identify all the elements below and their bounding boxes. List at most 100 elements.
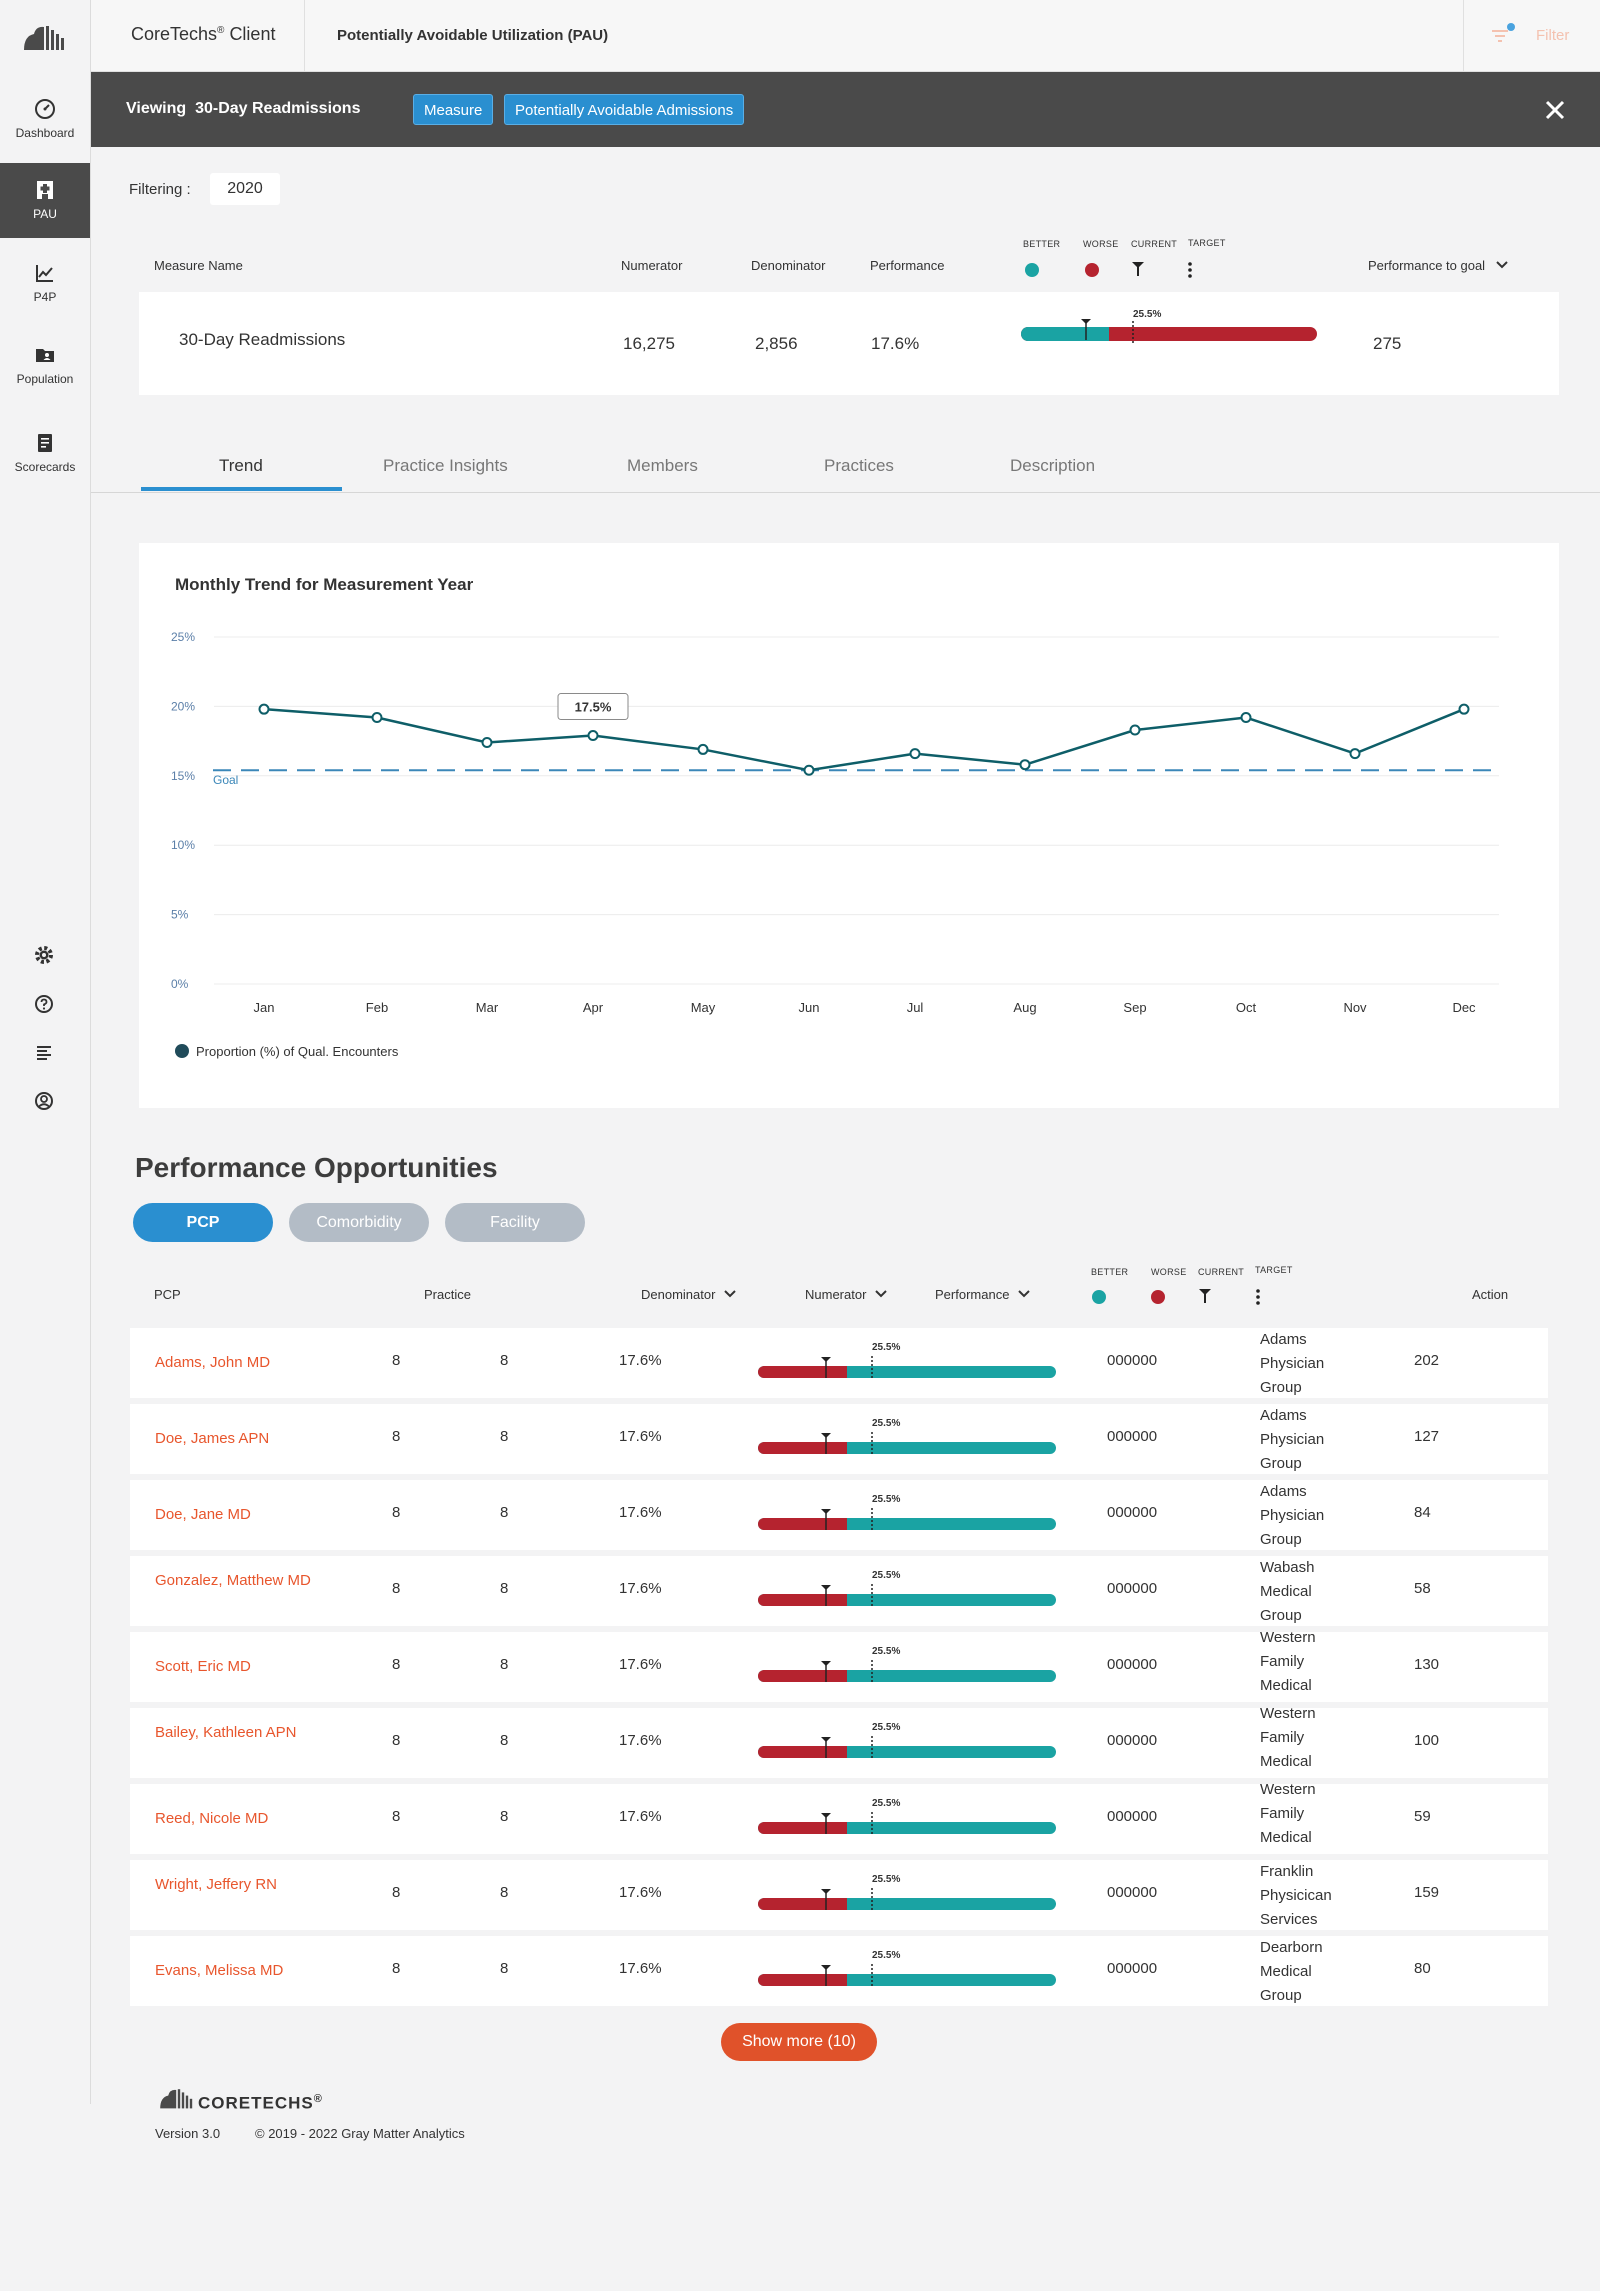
table-row[interactable]: Wright, Jeffery RN 8 8 17.6% 25.5% 000000 Fran…: [130, 1860, 1548, 1930]
close-icon[interactable]: [1541, 96, 1569, 124]
pcp-name-link[interactable]: Scott, Eric MD: [155, 1658, 251, 1675]
pill-facility[interactable]: Facility: [445, 1203, 585, 1242]
pcp-name-link[interactable]: Reed, Nicole MD: [155, 1810, 269, 1827]
table-row[interactable]: Doe, Jane MD 8 8 17.6% 25.5% 000000 Adams Phys…: [130, 1480, 1548, 1550]
sidebar-item-population[interactable]: Population: [0, 344, 90, 394]
pcp-name-link[interactable]: Adams, John MD: [155, 1354, 271, 1371]
tab-practice-insights[interactable]: Practice Insights: [383, 456, 508, 475]
table-row[interactable]: Reed, Nicole MD 8 8 17.6% 25.5% 000000 Western…: [130, 1781, 1548, 1854]
denominator-sort[interactable]: Denominator: [641, 1287, 737, 1302]
measure-row[interactable]: 30-Day Readmissions 16,275 2,856 17.6% 2…: [139, 292, 1559, 395]
row-value-a: 8: [392, 1884, 401, 1901]
list-icon[interactable]: [33, 1042, 55, 1064]
tab-members[interactable]: Members: [627, 456, 698, 475]
row-value-a: 8: [392, 1656, 401, 1673]
pcp-name-link[interactable]: Bailey, Kathleen APN: [155, 1724, 297, 1741]
sidebar-item-dashboard[interactable]: Dashboard: [0, 98, 90, 148]
row-performance-bar: 25.5%: [758, 1570, 1056, 1608]
x-tick-label: Nov: [1343, 1000, 1367, 1015]
table-row[interactable]: Doe, James APN 8 8 17.6% 25.5% 000000 Adams Ph…: [130, 1404, 1548, 1474]
show-more-button[interactable]: Show more (10): [721, 2023, 877, 2061]
row-target-label: 25.5%: [872, 1494, 900, 1505]
footer-version: Version 3.0: [155, 2126, 221, 2141]
data-point: [1458, 703, 1470, 715]
sidebar: Dashboard PAU P4P Population Scorecards: [0, 0, 91, 2104]
tab-practices[interactable]: Practices: [824, 456, 894, 475]
row-code: 000000: [1107, 1808, 1158, 1825]
potentially-avoidable-admissions-chip[interactable]: Potentially Avoidable Admissions: [504, 94, 745, 125]
pcp-name-link[interactable]: Doe, James APN: [155, 1430, 270, 1447]
tab-description[interactable]: Description: [1010, 456, 1096, 475]
row-performance-bar: 25.5%: [758, 1722, 1056, 1760]
table-row[interactable]: Bailey, Kathleen APN 8 8 17.6% 25.5% 000000 We…: [130, 1705, 1548, 1778]
trend-chart-card: Monthly Trend for Measurement Year 0% 5% 1…: [139, 543, 1559, 1108]
numerator-sort[interactable]: Numerator: [805, 1287, 888, 1302]
x-tick-label: Jul: [907, 1000, 924, 1015]
row-performance: 17.6%: [619, 1656, 662, 1673]
row-target-label: 25.5%: [872, 1342, 900, 1353]
row-target-label: 25.5%: [872, 1646, 900, 1657]
pcp-name-link[interactable]: Evans, Melissa MD: [155, 1962, 284, 1979]
measure-perf-to-goal: 275: [1373, 334, 1402, 353]
performance-to-goal-dropdown[interactable]: Performance to goal: [1368, 258, 1509, 273]
pcp-name-link[interactable]: Doe, Jane MD: [155, 1506, 251, 1523]
year-filter-chip[interactable]: 2020: [210, 173, 280, 205]
filter-label: Filter: [1536, 27, 1570, 44]
action-header: Action: [1472, 1287, 1509, 1302]
page-title: Potentially Avoidable Utilization (PAU): [337, 27, 609, 44]
measure-performance: 17.6%: [871, 334, 920, 353]
table-row[interactable]: Evans, Melissa MD 8 8 17.6% 25.5% 000000 Dearb…: [130, 1936, 1548, 2006]
x-tick-label: Apr: [583, 1000, 604, 1015]
row-code: 000000: [1107, 1352, 1158, 1369]
current-marker-icon: [1199, 1289, 1211, 1303]
row-code: 000000: [1107, 1732, 1158, 1749]
performance-sort[interactable]: Performance: [935, 1287, 1031, 1302]
y-tick-label: 15%: [171, 769, 195, 783]
pill-pcp[interactable]: PCP: [133, 1203, 273, 1242]
table-row[interactable]: Gonzalez, Matthew MD 8 8 17.6% 25.5% 000000 Wa…: [130, 1556, 1548, 1626]
data-point: [909, 748, 921, 760]
coretechs-logo-icon[interactable]: [22, 22, 68, 52]
row-performance: 17.6%: [619, 1352, 662, 1369]
pill-comorbidity[interactable]: Comorbidity: [289, 1203, 429, 1242]
legend-better-label: BETTER: [1091, 1267, 1129, 1277]
legend-worse-dot: [1085, 263, 1099, 277]
chart-title: Monthly Trend for Measurement Year: [175, 575, 474, 594]
tooltip-text: 17.5%: [575, 700, 612, 715]
y-tick-label: 0%: [171, 977, 189, 991]
viewing-bar: Viewing 30-Day Readmissions Measure Pote…: [91, 72, 1600, 147]
legend-target-label: TARGET: [1255, 1265, 1293, 1275]
row-target-label: 25.5%: [872, 1874, 900, 1885]
row-action-count: 100: [1414, 1732, 1440, 1749]
x-tick-label: May: [691, 1000, 716, 1015]
row-value-b: 8: [500, 1504, 509, 1521]
pcp-name-link[interactable]: Wright, Jeffery RN: [155, 1876, 277, 1893]
measure-chip[interactable]: Measure: [413, 94, 494, 125]
sidebar-item-scorecards[interactable]: Scorecards: [0, 432, 90, 482]
tooltip-box: [557, 693, 629, 721]
y-tick-label: 25%: [171, 630, 195, 644]
pcp-name-link[interactable]: Gonzalez, Matthew MD: [155, 1572, 311, 1589]
sidebar-item-p4p[interactable]: P4P: [0, 262, 90, 312]
help-icon[interactable]: [33, 993, 55, 1015]
row-code: 000000: [1107, 1504, 1158, 1521]
filter-button[interactable]: Filter: [1463, 0, 1600, 72]
legend-target-label: TARGET: [1188, 238, 1226, 248]
sidebar-item-pau[interactable]: PAU: [0, 163, 90, 238]
row-practice-group: Franklin Physicican Services: [1260, 1863, 1332, 1928]
account-icon[interactable]: [33, 1090, 55, 1112]
row-action-count: 84: [1414, 1504, 1431, 1521]
table-row[interactable]: Adams, John MD 8 8 17.6% 25.5% 000000 Adams Ph…: [130, 1328, 1548, 1398]
settings-icon[interactable]: [33, 944, 55, 966]
x-tick-label: Oct: [1236, 1000, 1257, 1015]
row-code: 000000: [1107, 1580, 1158, 1597]
data-point: [587, 730, 599, 742]
target-marker-icon: [1256, 1289, 1260, 1305]
data-point: [1349, 748, 1361, 760]
row-value-a: 8: [392, 1504, 401, 1521]
row-value-a: 8: [392, 1428, 401, 1445]
data-point: [1129, 724, 1141, 736]
sidebar-item-label: Dashboard: [15, 126, 75, 140]
table-row[interactable]: Scott, Eric MD 8 8 17.6% 25.5% 000000 Western …: [130, 1629, 1548, 1702]
tab-trend[interactable]: Trend: [219, 456, 263, 475]
